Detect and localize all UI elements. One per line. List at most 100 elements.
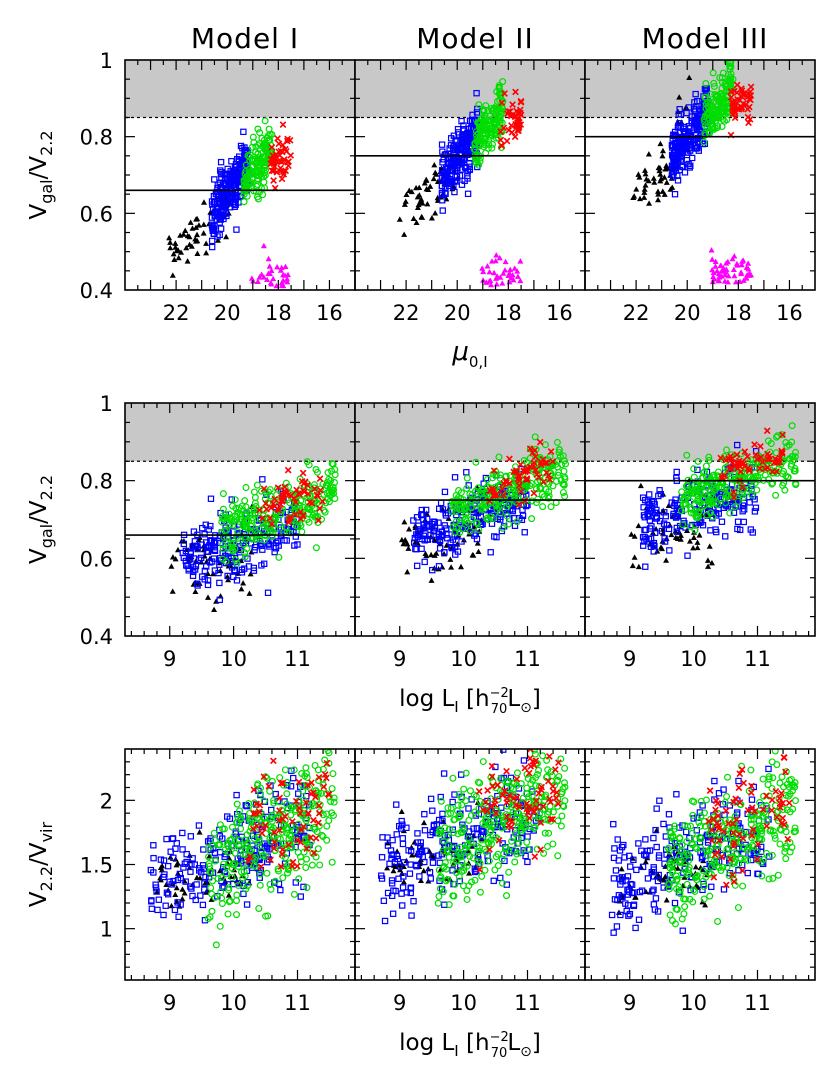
data-point — [260, 274, 267, 280]
data-point — [681, 496, 689, 504]
data-point — [491, 269, 498, 276]
data-point — [444, 510, 452, 517]
data-point — [560, 457, 568, 465]
data-point — [482, 817, 490, 825]
data-point — [281, 483, 289, 491]
data-point — [684, 485, 692, 493]
data-point — [254, 278, 261, 285]
data-point — [411, 839, 418, 845]
data-point — [738, 269, 745, 275]
data-point — [323, 482, 331, 490]
data-point — [463, 485, 471, 493]
data-point — [258, 271, 265, 277]
data-point — [677, 536, 684, 542]
data-point — [178, 249, 185, 255]
data-point — [484, 263, 491, 269]
data-point — [314, 766, 322, 774]
y-tick-label: 0.6 — [80, 547, 113, 571]
data-point — [315, 802, 323, 810]
data-point — [447, 135, 455, 142]
data-points — [628, 422, 800, 570]
data-point — [287, 783, 295, 790]
data-point — [474, 105, 481, 113]
data-point — [323, 759, 331, 767]
data-point — [265, 270, 272, 276]
data-point — [241, 533, 249, 541]
data-point — [201, 531, 208, 538]
data-point — [195, 222, 202, 228]
data-point — [663, 557, 670, 563]
data-point — [244, 882, 252, 890]
data-point — [744, 453, 751, 460]
data-point — [424, 201, 431, 207]
data-point — [733, 89, 741, 96]
data-point — [477, 505, 485, 513]
data-point — [642, 170, 649, 177]
x-tick-label: 22 — [623, 301, 650, 325]
data-point — [247, 846, 255, 854]
data-point — [209, 205, 217, 213]
x-tick-label: 11 — [514, 647, 541, 671]
data-point — [423, 510, 430, 516]
data-point — [493, 275, 500, 281]
data-point — [260, 814, 268, 822]
series-green-circles — [240, 117, 277, 206]
data-point — [753, 456, 761, 463]
data-point — [691, 142, 699, 149]
data-point — [252, 502, 260, 510]
data-point — [676, 151, 683, 158]
data-point — [400, 859, 408, 866]
data-point — [438, 189, 446, 197]
data-point — [230, 573, 237, 581]
data-point — [191, 861, 198, 868]
data-point — [187, 868, 194, 875]
data-point — [730, 509, 738, 516]
data-point — [282, 263, 289, 270]
data-point — [330, 479, 338, 487]
data-point — [242, 842, 250, 850]
data-point — [456, 877, 463, 885]
data-point — [254, 149, 262, 157]
data-point — [733, 81, 741, 89]
data-point — [471, 876, 479, 884]
data-point — [331, 494, 339, 502]
data-point — [706, 478, 714, 486]
data-point — [657, 178, 664, 184]
data-point — [441, 522, 448, 529]
data-point — [433, 171, 440, 177]
data-point — [184, 258, 191, 264]
data-point — [248, 506, 256, 514]
data-point — [422, 550, 429, 556]
data-point — [256, 869, 263, 877]
data-point — [708, 120, 716, 128]
data-point — [274, 135, 281, 142]
data-point — [254, 520, 262, 528]
data-point — [766, 455, 773, 463]
data-point — [726, 509, 734, 517]
data-point — [541, 805, 549, 813]
data-point — [292, 511, 299, 518]
data-point — [302, 817, 310, 825]
data-point — [398, 890, 405, 897]
data-point — [787, 462, 795, 470]
data-point — [731, 253, 738, 259]
data-point — [473, 89, 480, 97]
data-point — [229, 547, 237, 555]
data-point — [219, 884, 226, 891]
y-tick-label: 0.4 — [80, 625, 113, 649]
data-point — [483, 490, 491, 498]
data-point — [331, 471, 339, 479]
data-point — [277, 863, 285, 870]
data-point — [263, 843, 271, 850]
data-point — [294, 523, 302, 531]
data-point — [769, 468, 776, 475]
data-point — [233, 891, 241, 899]
data-point — [413, 184, 420, 191]
data-point — [416, 851, 423, 858]
data-point — [693, 481, 701, 489]
data-point — [295, 804, 303, 812]
data-point — [416, 873, 423, 880]
data-point — [329, 770, 337, 778]
data-point — [554, 852, 562, 860]
data-point — [676, 136, 684, 144]
